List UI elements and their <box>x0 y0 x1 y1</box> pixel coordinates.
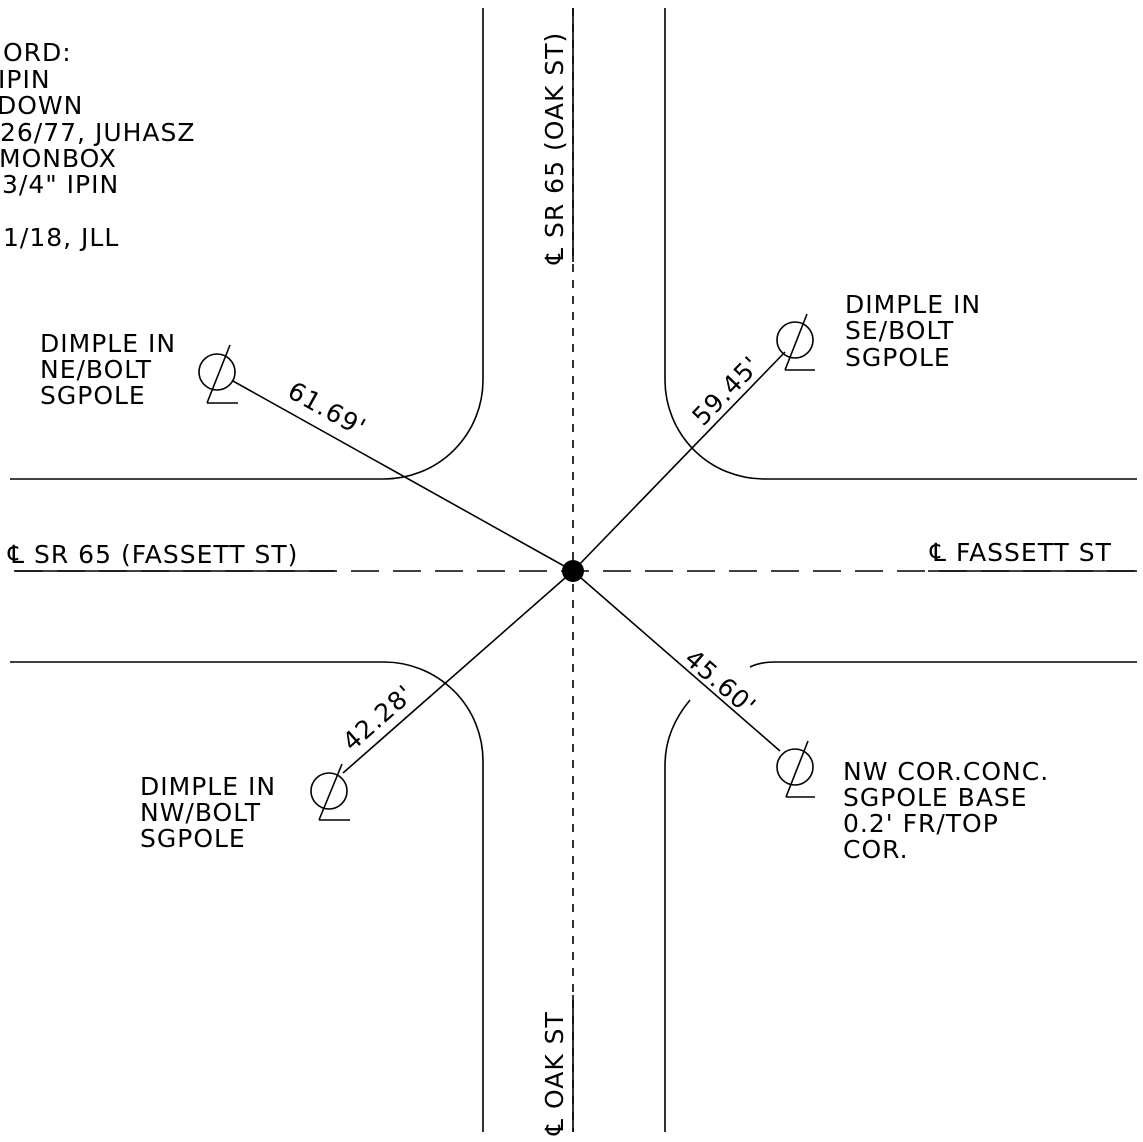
tie-label-nw: DIMPLE IN NW/BOLT SGPOLE 42.28' <box>140 679 419 853</box>
ne-label-line-2: NE/BOLT <box>40 355 152 384</box>
label-oak-north: ℄ SR 65 (OAK ST) <box>540 32 569 265</box>
note-line-3: DOWN <box>0 91 83 120</box>
tie-label-conc: NW COR.CONC. SGPOLE BASE 0.2' FR/TOP COR… <box>679 644 1049 864</box>
nw-label-line-3: SGPOLE <box>140 824 246 853</box>
conc-distance: 45.60' <box>679 644 762 721</box>
tie-line-se <box>572 351 786 572</box>
ne-label-line-1: DIMPLE IN <box>40 329 176 358</box>
pole-symbol-ne <box>198 344 238 404</box>
pole-symbol-se <box>776 313 815 371</box>
label-oak-south: ℄ OAK ST <box>540 1011 569 1136</box>
curb-se-left <box>664 699 691 1132</box>
pole-symbol-conc <box>776 740 815 798</box>
tie-line-ne <box>232 380 574 572</box>
tie-line-nw <box>342 570 574 774</box>
note-line-5: MONBOX <box>0 144 117 173</box>
tie-line-conc <box>572 570 781 752</box>
ne-label-line-3: SGPOLE <box>40 381 146 410</box>
note-line-2: IPIN <box>0 65 51 94</box>
tie-label-se: DIMPLE IN SE/BOLT SGPOLE 59.45' <box>686 290 981 431</box>
note-line-4: 26/77, JUHASZ <box>0 118 196 147</box>
tie-lines <box>232 351 786 774</box>
se-label-line-2: SE/BOLT <box>845 316 954 345</box>
curb-ne <box>664 8 1137 480</box>
se-label-line-1: DIMPLE IN <box>845 290 981 319</box>
conc-label-line-4: COR. <box>843 835 909 864</box>
street-edges <box>10 8 1137 1132</box>
note-line-7: 1/18, JLL <box>3 223 119 252</box>
note-line-1: ORD: <box>3 38 72 67</box>
nw-label-line-2: NW/BOLT <box>140 798 261 827</box>
label-fassett-east: ℄ FASSETT ST <box>929 538 1112 567</box>
pi-point <box>562 560 584 582</box>
record-note: ORD: IPIN DOWN 26/77, JUHASZ MONBOX 3/4"… <box>0 38 196 252</box>
conc-label-line-1: NW COR.CONC. <box>843 757 1049 786</box>
se-distance: 59.45' <box>686 350 766 431</box>
curb-nw <box>10 8 484 480</box>
note-line-6: 3/4" IPIN <box>2 170 119 199</box>
ne-distance: 61.69' <box>283 376 371 443</box>
curb-se-top <box>749 661 1137 668</box>
nw-label-line-1: DIMPLE IN <box>140 772 276 801</box>
conc-label-line-3: 0.2' FR/TOP <box>843 809 999 838</box>
conc-label-line-2: SGPOLE BASE <box>843 783 1028 812</box>
curb-sw <box>10 661 484 1132</box>
se-label-line-3: SGPOLE <box>845 343 951 372</box>
label-fassett-west: ℄ SR 65 (FASSETT ST) <box>7 540 298 569</box>
pole-symbol-nw <box>310 763 350 821</box>
